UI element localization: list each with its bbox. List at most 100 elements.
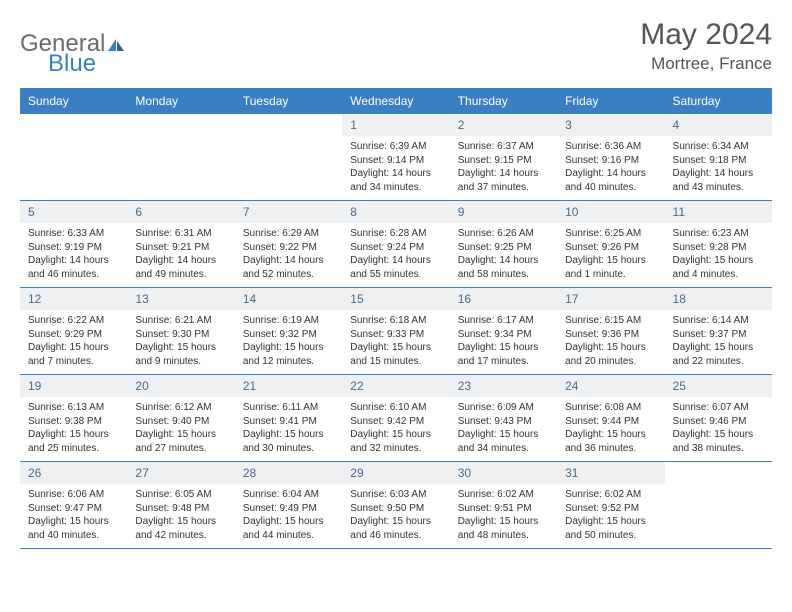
day-number: 29	[342, 462, 449, 484]
day-info-line: Sunrise: 6:05 AM	[135, 488, 226, 502]
weekday-header: Tuesday	[235, 88, 342, 114]
day-info-line: Sunrise: 6:26 AM	[458, 227, 549, 241]
day-body: Sunrise: 6:15 AMSunset: 9:36 PMDaylight:…	[557, 310, 664, 374]
day-info-line: Sunset: 9:29 PM	[28, 328, 119, 342]
day-info-line: Sunset: 9:30 PM	[135, 328, 226, 342]
calendar-day-cell: 14Sunrise: 6:19 AMSunset: 9:32 PMDayligh…	[235, 288, 342, 375]
day-info-line: Daylight: 15 hours and 25 minutes.	[28, 428, 119, 455]
day-info-line: Sunset: 9:21 PM	[135, 241, 226, 255]
day-number-empty	[127, 114, 234, 136]
day-info-line: Sunset: 9:49 PM	[243, 502, 334, 516]
day-number: 27	[127, 462, 234, 484]
day-info-line: Sunset: 9:22 PM	[243, 241, 334, 255]
calendar-week-row: 1Sunrise: 6:39 AMSunset: 9:14 PMDaylight…	[20, 114, 772, 201]
day-info-line: Sunrise: 6:09 AM	[458, 401, 549, 415]
day-info-line: Daylight: 14 hours and 40 minutes.	[565, 167, 656, 194]
weekday-header: Sunday	[20, 88, 127, 114]
day-number: 18	[665, 288, 772, 310]
day-number: 28	[235, 462, 342, 484]
day-number: 26	[20, 462, 127, 484]
day-number: 1	[342, 114, 449, 136]
day-number-empty	[235, 114, 342, 136]
day-number: 31	[557, 462, 664, 484]
day-info-line: Daylight: 14 hours and 52 minutes.	[243, 254, 334, 281]
day-body	[20, 136, 127, 194]
day-info-line: Daylight: 15 hours and 20 minutes.	[565, 341, 656, 368]
calendar-day-cell: 25Sunrise: 6:07 AMSunset: 9:46 PMDayligh…	[665, 375, 772, 462]
day-body: Sunrise: 6:09 AMSunset: 9:43 PMDaylight:…	[450, 397, 557, 461]
day-body: Sunrise: 6:26 AMSunset: 9:25 PMDaylight:…	[450, 223, 557, 287]
day-number: 16	[450, 288, 557, 310]
day-body: Sunrise: 6:08 AMSunset: 9:44 PMDaylight:…	[557, 397, 664, 461]
day-info-line: Sunset: 9:40 PM	[135, 415, 226, 429]
day-info-line: Sunset: 9:41 PM	[243, 415, 334, 429]
day-number: 11	[665, 201, 772, 223]
day-info-line: Daylight: 15 hours and 1 minute.	[565, 254, 656, 281]
day-info-line: Sunset: 9:47 PM	[28, 502, 119, 516]
day-info-line: Daylight: 15 hours and 34 minutes.	[458, 428, 549, 455]
day-info-line: Sunset: 9:34 PM	[458, 328, 549, 342]
calendar-day-cell: 28Sunrise: 6:04 AMSunset: 9:49 PMDayligh…	[235, 462, 342, 549]
calendar-day-cell: 16Sunrise: 6:17 AMSunset: 9:34 PMDayligh…	[450, 288, 557, 375]
calendar-day-cell: 1Sunrise: 6:39 AMSunset: 9:14 PMDaylight…	[342, 114, 449, 201]
day-number-empty	[20, 114, 127, 136]
day-number: 30	[450, 462, 557, 484]
day-body: Sunrise: 6:36 AMSunset: 9:16 PMDaylight:…	[557, 136, 664, 200]
day-info-line: Daylight: 14 hours and 43 minutes.	[673, 167, 764, 194]
day-info-line: Sunrise: 6:19 AM	[243, 314, 334, 328]
day-info-line: Sunrise: 6:17 AM	[458, 314, 549, 328]
day-number: 4	[665, 114, 772, 136]
day-number: 25	[665, 375, 772, 397]
day-body: Sunrise: 6:03 AMSunset: 9:50 PMDaylight:…	[342, 484, 449, 548]
day-info-line: Sunrise: 6:11 AM	[243, 401, 334, 415]
day-info-line: Sunrise: 6:02 AM	[565, 488, 656, 502]
day-number: 14	[235, 288, 342, 310]
day-info-line: Sunset: 9:26 PM	[565, 241, 656, 255]
calendar-day-cell: 22Sunrise: 6:10 AMSunset: 9:42 PMDayligh…	[342, 375, 449, 462]
calendar-day-cell: 7Sunrise: 6:29 AMSunset: 9:22 PMDaylight…	[235, 201, 342, 288]
day-body: Sunrise: 6:17 AMSunset: 9:34 PMDaylight:…	[450, 310, 557, 374]
day-number: 17	[557, 288, 664, 310]
day-info-line: Daylight: 14 hours and 55 minutes.	[350, 254, 441, 281]
calendar-day-cell: 11Sunrise: 6:23 AMSunset: 9:28 PMDayligh…	[665, 201, 772, 288]
day-info-line: Sunrise: 6:13 AM	[28, 401, 119, 415]
day-info-line: Sunset: 9:50 PM	[350, 502, 441, 516]
day-body: Sunrise: 6:39 AMSunset: 9:14 PMDaylight:…	[342, 136, 449, 200]
day-number: 5	[20, 201, 127, 223]
day-number: 12	[20, 288, 127, 310]
calendar-day-cell: 12 Sunrise: 6:22 AMSunset: 9:29 PMDayligh…	[20, 288, 127, 375]
day-info-line: Daylight: 14 hours and 34 minutes.	[350, 167, 441, 194]
day-info-line: Daylight: 15 hours and 44 minutes.	[243, 515, 334, 542]
calendar-day-cell: 9Sunrise: 6:26 AMSunset: 9:25 PMDaylight…	[450, 201, 557, 288]
calendar-day-cell: 8Sunrise: 6:28 AMSunset: 9:24 PMDaylight…	[342, 201, 449, 288]
day-body: Sunrise: 6:29 AMSunset: 9:22 PMDaylight:…	[235, 223, 342, 287]
day-info-line: Daylight: 15 hours and 42 minutes.	[135, 515, 226, 542]
day-body: Sunrise: 6:18 AMSunset: 9:33 PMDaylight:…	[342, 310, 449, 374]
day-info-line: Sunset: 9:28 PM	[673, 241, 764, 255]
day-info-line: Sunrise: 6:33 AM	[28, 227, 119, 241]
calendar-day-cell: 31Sunrise: 6:02 AMSunset: 9:52 PMDayligh…	[557, 462, 664, 549]
day-body: Sunrise: 6:06 AMSunset: 9:47 PMDaylight:…	[20, 484, 127, 548]
day-info-line: Daylight: 15 hours and 15 minutes.	[350, 341, 441, 368]
day-number: 22	[342, 375, 449, 397]
day-info-line: Sunrise: 6:22 AM	[28, 314, 119, 328]
day-info-line: Sunrise: 6:25 AM	[565, 227, 656, 241]
calendar-day-cell: 21Sunrise: 6:11 AMSunset: 9:41 PMDayligh…	[235, 375, 342, 462]
day-number: 6	[127, 201, 234, 223]
calendar-week-row: 12Sunrise: 6:22 AMSunset: 9:29 PMDayligh…	[20, 288, 772, 375]
calendar-body: 1Sunrise: 6:39 AMSunset: 9:14 PMDaylight…	[20, 114, 772, 549]
calendar-day-cell: 10Sunrise: 6:25 AMSunset: 9:26 PMDayligh…	[557, 201, 664, 288]
day-info-line: Sunset: 9:33 PM	[350, 328, 441, 342]
day-number: 2	[450, 114, 557, 136]
calendar-day-cell: 3Sunrise: 6:36 AMSunset: 9:16 PMDaylight…	[557, 114, 664, 201]
day-info-line: Sunset: 9:52 PM	[565, 502, 656, 516]
day-info-line: Sunrise: 6:28 AM	[350, 227, 441, 241]
calendar-day-cell: 20Sunrise: 6:12 AMSunset: 9:40 PMDayligh…	[127, 375, 234, 462]
day-body: Sunrise: 6:07 AMSunset: 9:46 PMDaylight:…	[665, 397, 772, 461]
weekday-header: Friday	[557, 88, 664, 114]
day-info-line: Daylight: 15 hours and 38 minutes.	[673, 428, 764, 455]
day-info-line: Daylight: 15 hours and 7 minutes.	[28, 341, 119, 368]
day-number: 19	[20, 375, 127, 397]
day-info-line: Sunset: 9:32 PM	[243, 328, 334, 342]
day-info-line: Sunrise: 6:06 AM	[28, 488, 119, 502]
